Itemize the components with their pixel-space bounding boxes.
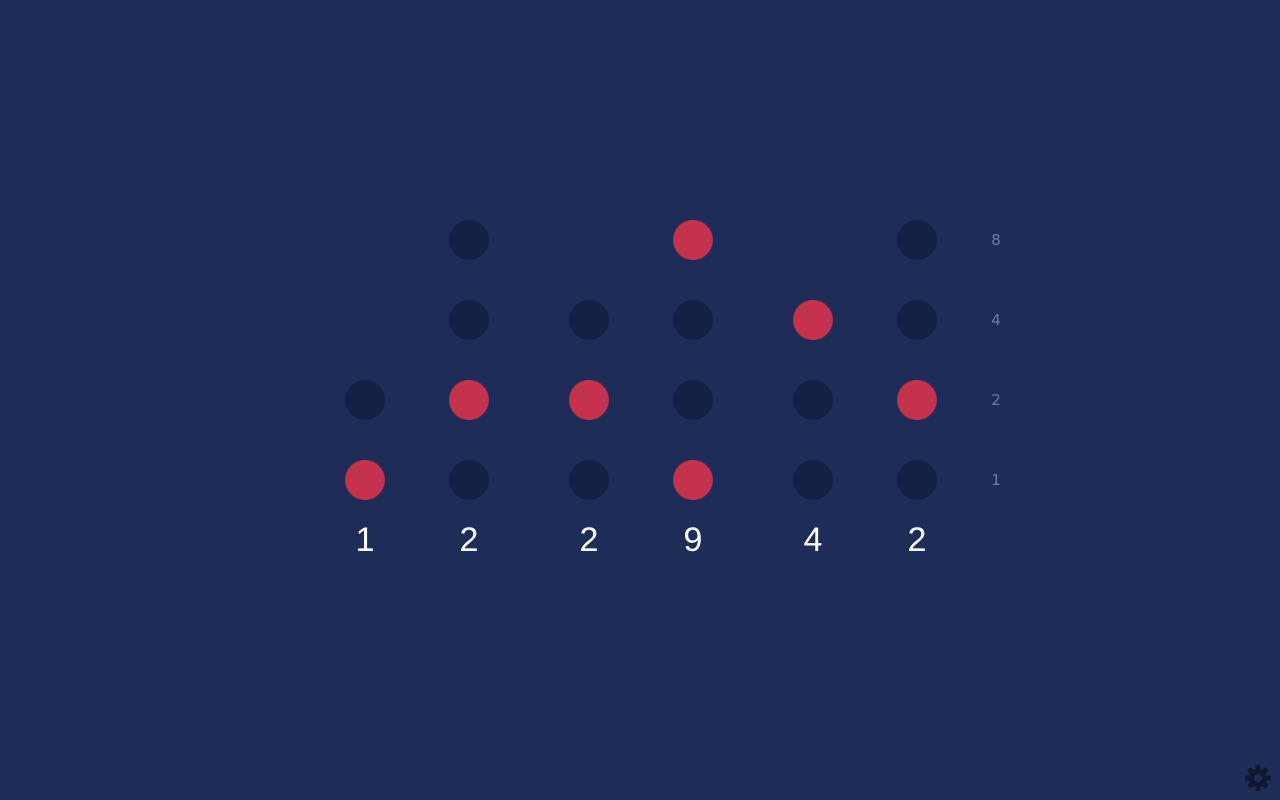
hour-ones-bit-1-off [449, 460, 489, 500]
minute-tens-bit-4-off [569, 300, 609, 340]
second-ones-bit-2-on [897, 380, 937, 420]
second-ones-bit-8-off [897, 220, 937, 260]
bit-label-8: 8 [991, 231, 1001, 249]
second-tens-bit-1-off [793, 460, 833, 500]
hour-ones-digit: 2 [459, 521, 479, 559]
second-tens-bit-2-off [793, 380, 833, 420]
minute-tens-bit-2-on [569, 380, 609, 420]
minute-tens-digit: 2 [579, 521, 599, 559]
hour-ones-bit-8-off [449, 220, 489, 260]
hour-tens-digit: 1 [355, 521, 375, 559]
second-tens-digit: 4 [803, 521, 823, 559]
hour-ones-bit-2-on [449, 380, 489, 420]
minute-ones-digit: 9 [683, 521, 703, 559]
minute-ones-bit-4-off [673, 300, 713, 340]
minute-ones-bit-8-on [673, 220, 713, 260]
second-ones-bit-4-off [897, 300, 937, 340]
bit-label-1: 1 [991, 471, 1001, 489]
hour-ones-bit-4-off [449, 300, 489, 340]
second-ones-digit: 2 [907, 521, 927, 559]
bit-label-2: 2 [991, 391, 1001, 409]
second-ones-bit-1-off [897, 460, 937, 500]
bit-label-4: 4 [991, 311, 1001, 329]
hour-tens-bit-1-on [345, 460, 385, 500]
minute-ones-bit-1-on [673, 460, 713, 500]
gear-icon [1245, 765, 1271, 791]
minute-ones-bit-2-off [673, 380, 713, 420]
hour-tens-bit-2-off [345, 380, 385, 420]
minute-tens-bit-1-off [569, 460, 609, 500]
settings-button[interactable] [1243, 763, 1273, 793]
second-tens-bit-4-on [793, 300, 833, 340]
